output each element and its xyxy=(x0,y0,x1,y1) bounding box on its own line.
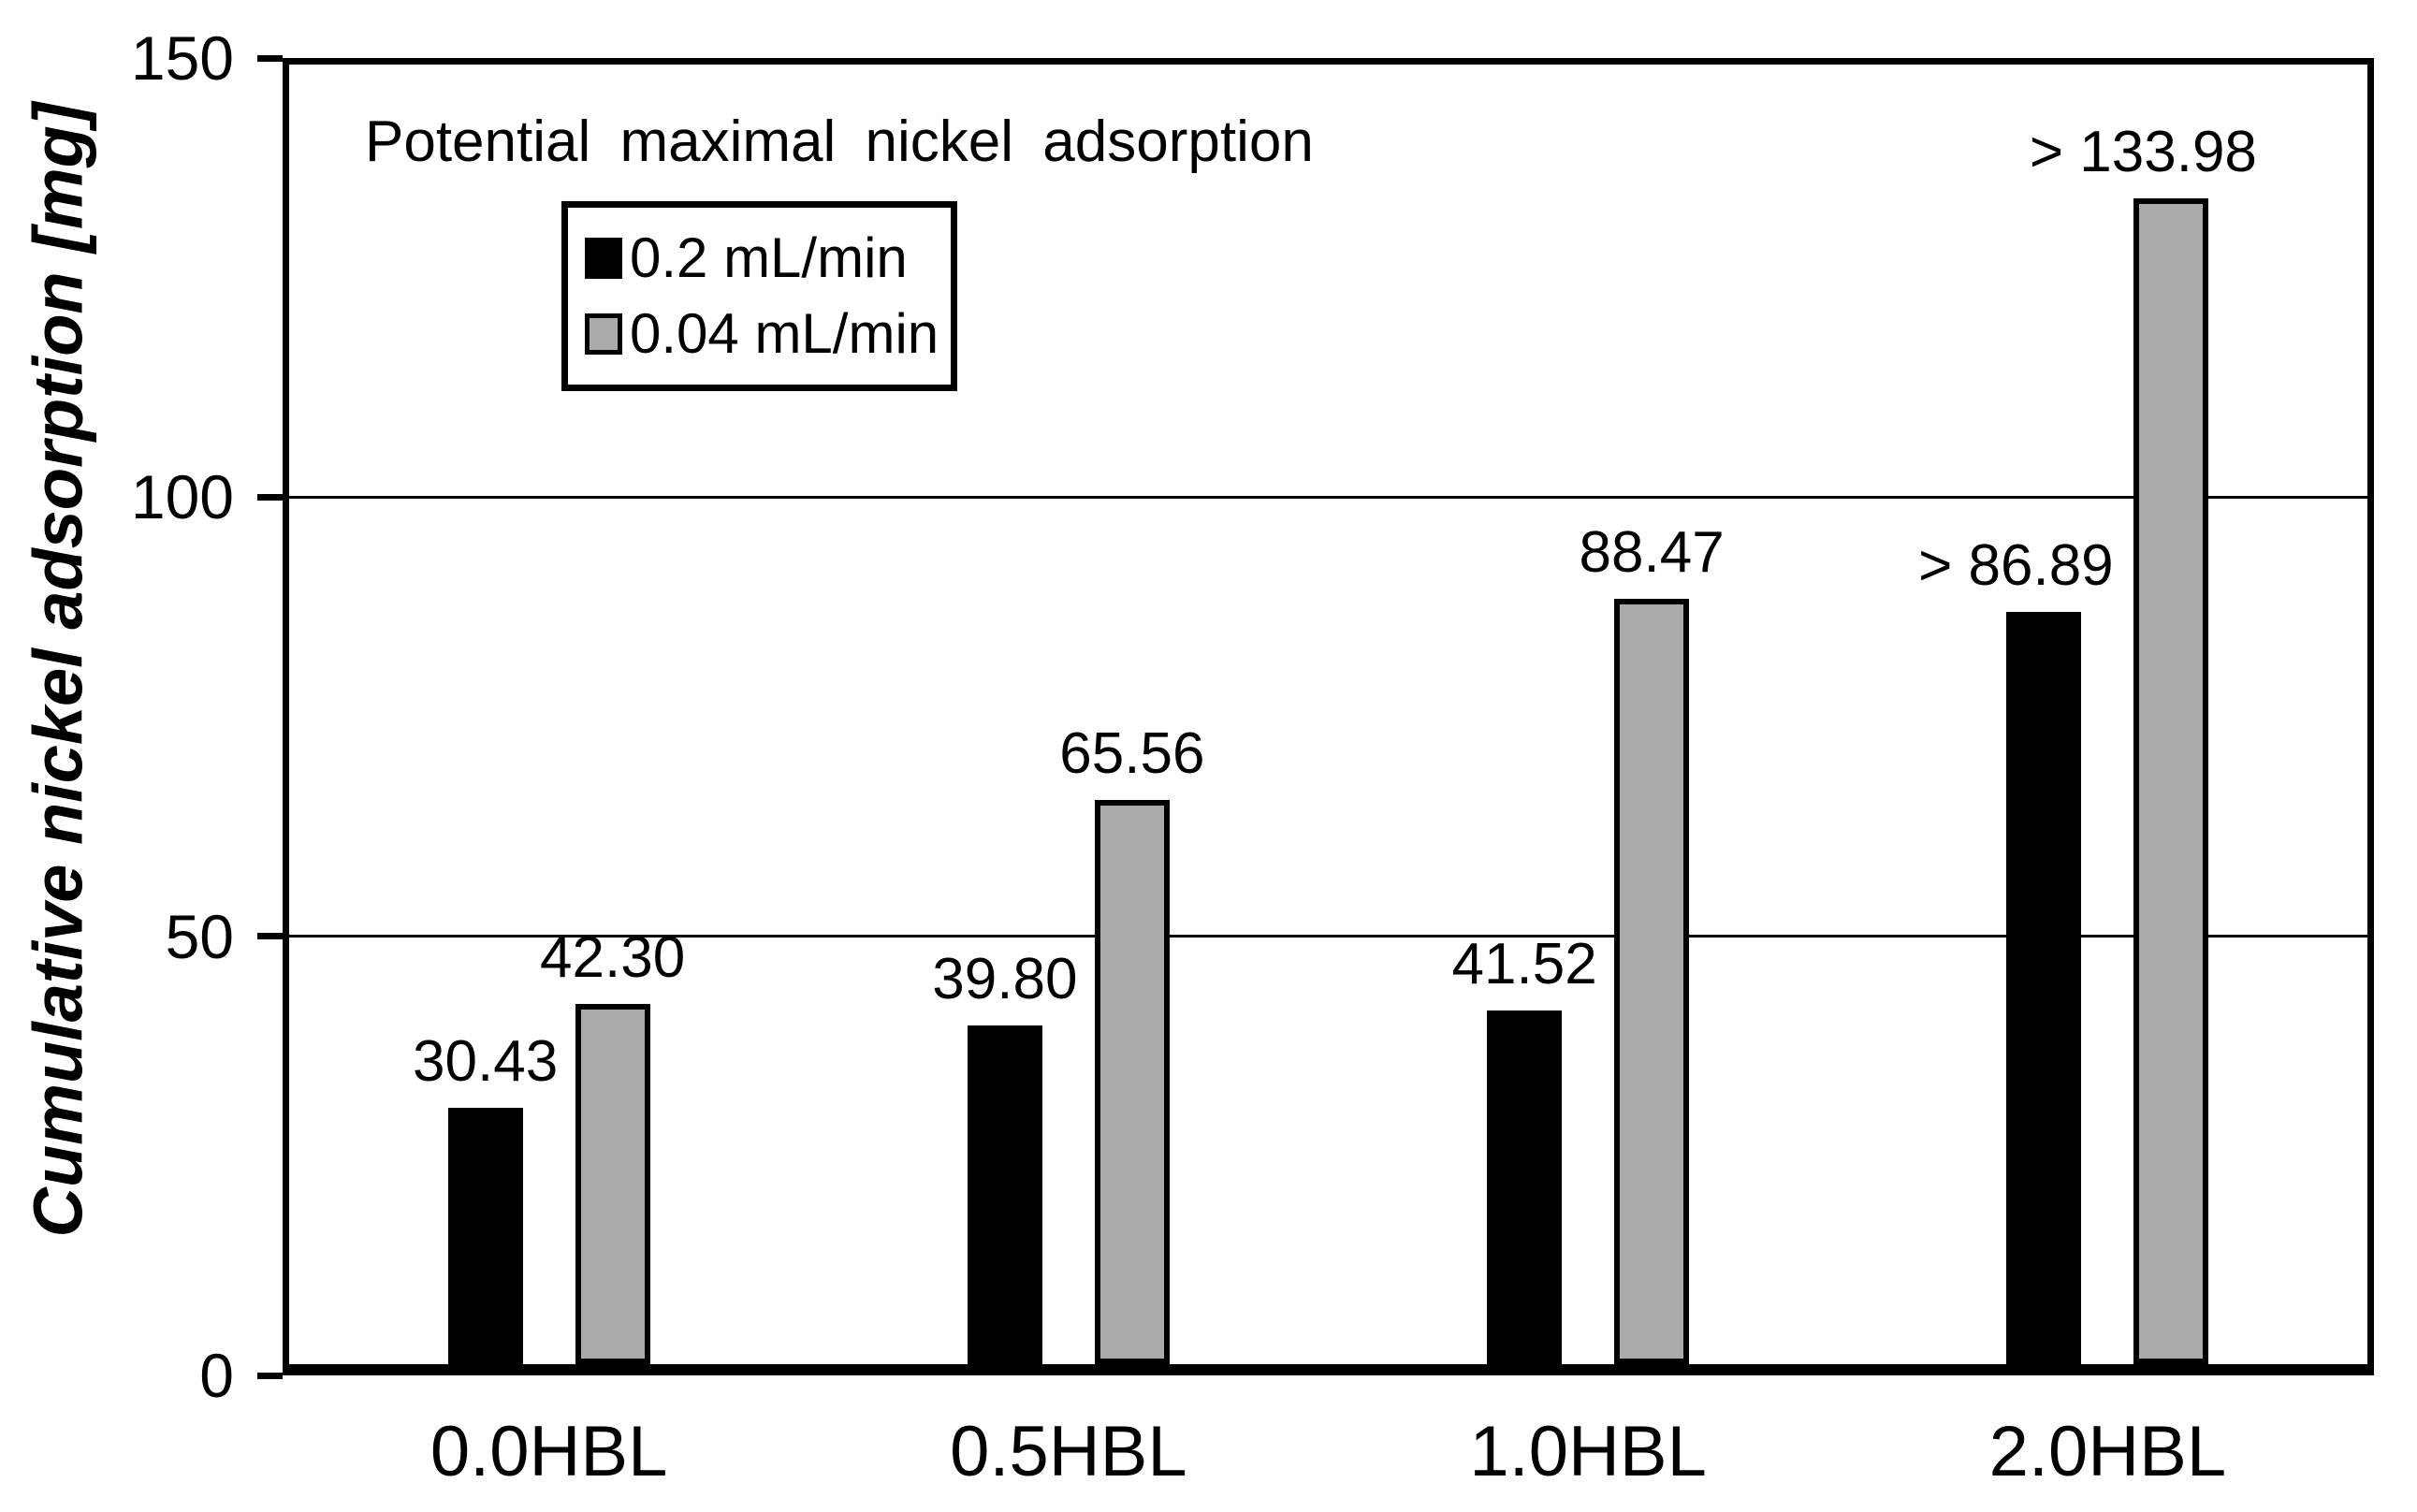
bar-1.0HBL-0.04-mL-min xyxy=(1614,598,1690,1364)
bar-value-label: 39.80 xyxy=(932,947,1078,1012)
bar-0.5HBL-0.2-mL-min xyxy=(967,1025,1042,1364)
y-tick-label-100: 100 xyxy=(130,462,234,532)
y-tick-label-0: 0 xyxy=(199,1341,234,1410)
y-tick-mark-100 xyxy=(257,493,283,501)
bar-value-label: > 86.89 xyxy=(1918,533,2114,599)
y-tick-label-150: 150 xyxy=(130,23,234,93)
bar-value-label: 65.56 xyxy=(1059,720,1205,786)
gridline-y50 xyxy=(289,935,2367,938)
bar-0.0HBL-0.2-mL-min xyxy=(447,1108,523,1364)
bar-2.0HBL-0.04-mL-min xyxy=(2133,198,2209,1364)
y-tick-label-50: 50 xyxy=(165,901,234,971)
bar-value-label: 30.43 xyxy=(413,1029,559,1095)
bar-value-label: > 133.98 xyxy=(2029,120,2257,185)
legend-swatch-gray xyxy=(585,313,622,355)
legend-row-series1: 0.2 mL/min xyxy=(585,229,951,287)
bar-1.0HBL-0.2-mL-min xyxy=(1487,1010,1563,1364)
chart-title: Potential maximal nickel adsorption xyxy=(365,109,1314,174)
legend-label-series1: 0.2 mL/min xyxy=(630,226,908,289)
legend-row-series2: 0.04 mL/min xyxy=(585,305,951,363)
x-category-label-0.0HBL: 0.0HBL xyxy=(430,1412,668,1491)
legend-box: 0.2 mL/min 0.04 mL/min xyxy=(561,201,957,391)
x-category-label-1.0HBL: 1.0HBL xyxy=(1469,1412,1707,1491)
bar-2.0HBL-0.2-mL-min xyxy=(2006,612,2082,1364)
bar-0.5HBL-0.04-mL-min xyxy=(1094,799,1170,1364)
bar-value-label: 41.52 xyxy=(1451,932,1597,997)
x-category-label-2.0HBL: 2.0HBL xyxy=(1988,1412,2227,1491)
y-axis-title: Cumulative nickel adsorption [mg] xyxy=(19,102,97,1238)
bar-0.0HBL-0.04-mL-min xyxy=(575,1003,650,1364)
x-category-label-0.5HBL: 0.5HBL xyxy=(950,1412,1187,1491)
y-tick-mark-0 xyxy=(257,1372,283,1379)
y-tick-mark-150 xyxy=(257,54,283,62)
bar-value-label: 42.30 xyxy=(540,924,686,990)
y-tick-mark-50 xyxy=(257,933,283,940)
legend-label-series2: 0.04 mL/min xyxy=(630,302,939,365)
plot-canvas: 30.43 42.30 39.80 65.56 41.52 88.47 > 86.89 > 1… xyxy=(289,65,2367,1364)
bar-value-label: 88.47 xyxy=(1579,519,1725,585)
plot-area: 30.43 42.30 39.80 65.56 41.52 88.47 > 86.89 > 1… xyxy=(283,58,2374,1375)
gridline-y100 xyxy=(289,495,2367,499)
legend-swatch-black xyxy=(585,238,622,279)
